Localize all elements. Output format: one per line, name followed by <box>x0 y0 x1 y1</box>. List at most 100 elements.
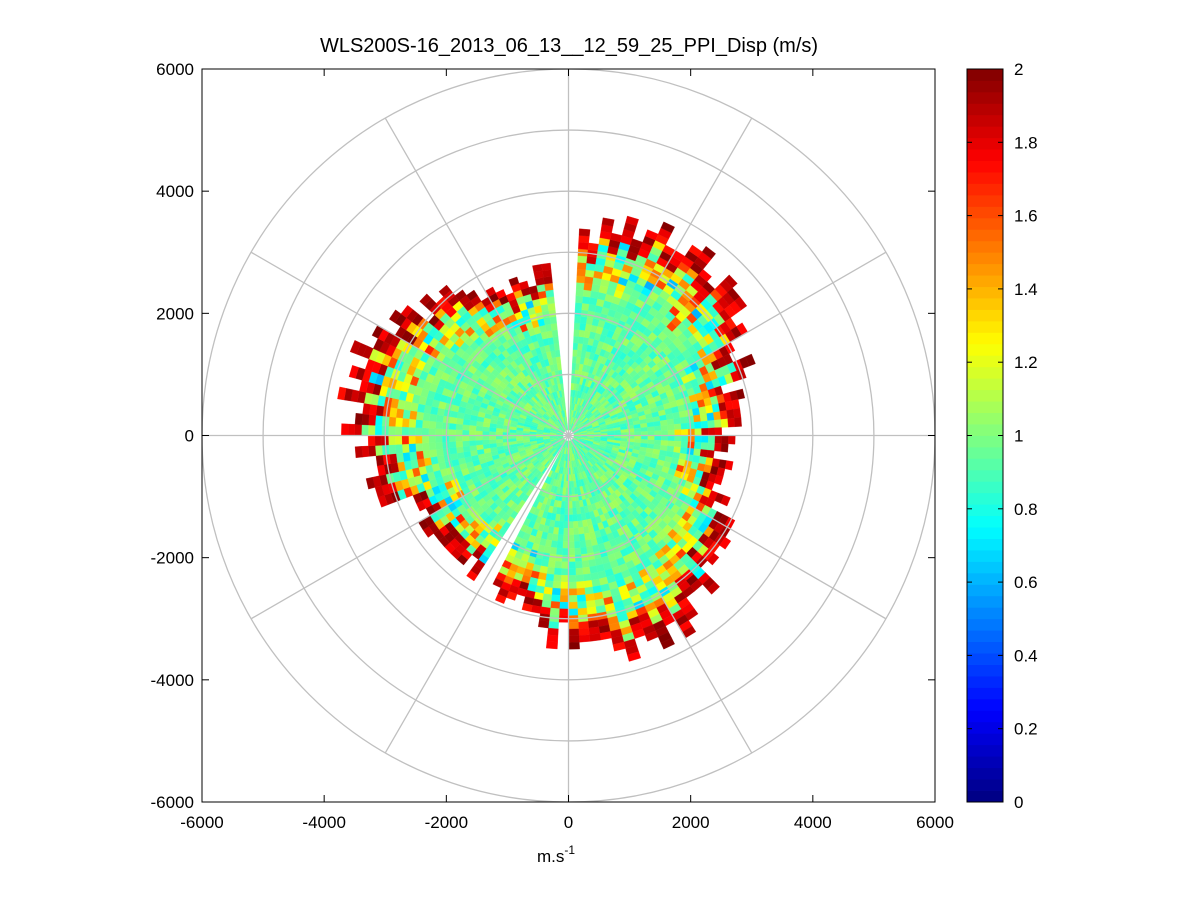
data-gate <box>388 435 396 446</box>
data-gate <box>401 426 409 436</box>
colorbar-step <box>967 538 1003 551</box>
data-gate <box>552 336 559 344</box>
data-gate <box>475 430 483 436</box>
data-gate <box>660 221 675 234</box>
data-gate <box>408 426 416 436</box>
data-gate <box>395 417 403 427</box>
data-gate <box>448 429 456 436</box>
data-gate <box>468 430 476 436</box>
data-gate <box>368 414 377 426</box>
data-gate <box>429 449 438 458</box>
colorbar-step <box>967 69 1003 81</box>
colorbar-tick-label: 1.8 <box>1014 133 1038 152</box>
data-gate <box>482 430 490 436</box>
data-gate <box>653 420 661 427</box>
data-gate <box>455 429 463 436</box>
data-gate <box>588 559 597 568</box>
data-gate <box>714 443 722 452</box>
data-gate <box>559 601 569 610</box>
data-gate <box>574 309 582 317</box>
colorbar-step <box>967 160 1003 173</box>
data-gate <box>576 513 583 522</box>
data-gate <box>580 546 588 555</box>
data-gate <box>724 274 738 289</box>
data-gate <box>568 514 574 522</box>
data-gate <box>555 554 563 562</box>
data-gate <box>568 608 579 616</box>
data-gate <box>727 417 736 428</box>
data-gate <box>720 418 729 428</box>
data-gate <box>582 566 591 575</box>
data-gate <box>495 289 507 300</box>
data-gate <box>568 528 574 536</box>
data-gate <box>482 443 491 450</box>
data-gate <box>708 435 716 444</box>
data-gate <box>724 460 734 471</box>
colorbar-tick-label: 1.4 <box>1014 280 1038 299</box>
data-gate <box>508 276 520 287</box>
data-gate <box>573 329 580 337</box>
colorbar-step <box>967 756 1003 769</box>
data-gate <box>543 586 553 595</box>
colorbar-tick-label: 0 <box>1014 793 1023 812</box>
data-gate <box>578 235 590 244</box>
data-gate <box>462 435 470 442</box>
colorbar-step <box>967 676 1003 688</box>
y-tick-label: -2000 <box>151 549 194 568</box>
data-gate <box>361 445 370 458</box>
data-gate <box>581 560 590 569</box>
data-gate <box>568 554 576 563</box>
colorbar-step <box>967 641 1003 654</box>
colorbar-step <box>967 744 1003 757</box>
data-gate <box>468 424 477 431</box>
data-gate <box>402 452 411 462</box>
data-gate <box>362 402 371 415</box>
data-gate <box>577 262 587 270</box>
colorbar-step <box>967 446 1003 459</box>
colorbar-tick-label: 1 <box>1014 427 1023 446</box>
colorbar-step <box>967 229 1003 242</box>
colorbar-step <box>967 149 1003 162</box>
data-gate <box>698 269 712 282</box>
data-gate <box>673 417 682 425</box>
data-gate <box>627 651 641 662</box>
data-gate <box>573 335 580 344</box>
data-gate <box>469 445 477 452</box>
data-gate <box>708 427 716 436</box>
data-gate <box>576 268 587 277</box>
data-gate <box>572 342 579 350</box>
y-tick-label: 2000 <box>156 304 194 323</box>
data-gate <box>541 600 552 609</box>
data-gate <box>568 568 576 576</box>
x-tick-label: -2000 <box>425 813 468 832</box>
colorbar-step <box>967 366 1003 379</box>
data-gate <box>462 424 470 431</box>
data-gate <box>633 427 642 433</box>
data-gate <box>562 534 569 542</box>
colorbar-step <box>967 481 1003 494</box>
data-gate <box>706 449 715 459</box>
colorbar-step <box>967 515 1003 528</box>
colorbar-step <box>967 126 1003 139</box>
data-gate <box>562 541 569 549</box>
data-gate <box>553 343 560 351</box>
colorbar-step <box>967 91 1003 104</box>
data-gate <box>549 316 557 325</box>
data-gate <box>365 477 376 490</box>
colorbar-tick-label: 0.8 <box>1014 500 1038 519</box>
data-gate <box>448 422 457 430</box>
colorbar-tick-label: 0.2 <box>1014 720 1038 739</box>
data-gate <box>545 289 555 298</box>
data-gate <box>455 440 463 448</box>
data-gate <box>509 438 517 442</box>
data-gate <box>409 410 418 420</box>
data-gate <box>577 520 584 528</box>
data-gate <box>476 444 484 451</box>
colorbar-step <box>967 664 1003 677</box>
data-gate <box>544 282 554 291</box>
data-gate <box>361 424 369 436</box>
colorbar-step <box>967 618 1003 631</box>
colorbar-step <box>967 790 1003 803</box>
data-gate <box>573 527 580 536</box>
colorbar-step <box>967 332 1003 345</box>
